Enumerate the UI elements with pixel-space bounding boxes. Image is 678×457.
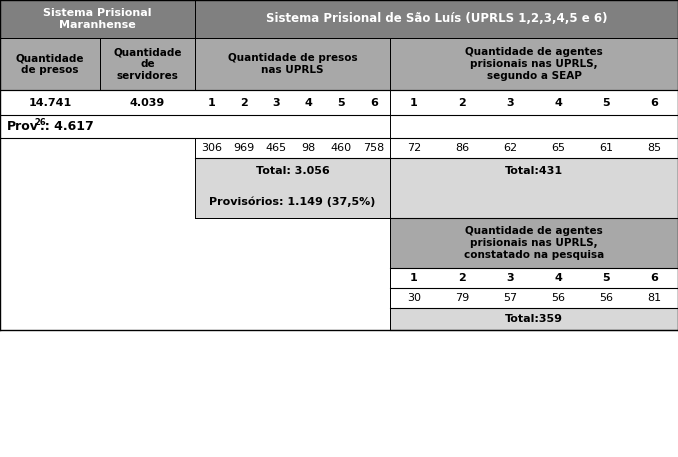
Bar bbox=[195, 38, 390, 90]
Text: Sistema Prisional de São Luís (UPRLS 1,2,3,4,5 e 6): Sistema Prisional de São Luís (UPRLS 1,2… bbox=[266, 12, 607, 26]
Text: 2: 2 bbox=[240, 97, 247, 107]
Text: 3: 3 bbox=[273, 97, 280, 107]
Text: Total:359: Total:359 bbox=[505, 314, 563, 324]
Text: 4: 4 bbox=[305, 97, 313, 107]
Text: 306: 306 bbox=[201, 143, 222, 153]
Text: 1: 1 bbox=[410, 273, 418, 283]
Text: 98: 98 bbox=[302, 143, 316, 153]
Bar bbox=[390, 158, 678, 218]
Bar bbox=[0, 90, 678, 115]
Text: 6: 6 bbox=[650, 97, 658, 107]
Text: 5: 5 bbox=[338, 97, 345, 107]
Text: 1: 1 bbox=[207, 97, 215, 107]
Text: 969: 969 bbox=[233, 143, 254, 153]
Bar bbox=[390, 308, 678, 330]
Text: Quantidade
de
servidores: Quantidade de servidores bbox=[113, 48, 182, 80]
Text: Provisórios: 1.149 (37,5%): Provisórios: 1.149 (37,5%) bbox=[210, 196, 376, 207]
Text: 465: 465 bbox=[266, 143, 287, 153]
Text: 4: 4 bbox=[554, 97, 562, 107]
Bar bbox=[195, 158, 390, 218]
Bar bbox=[0, 38, 100, 90]
Text: 26: 26 bbox=[34, 118, 45, 127]
Text: Quantidade de agentes
prisionais nas UPRLS,
constatado na pesquisa: Quantidade de agentes prisionais nas UPR… bbox=[464, 226, 604, 260]
Text: 3: 3 bbox=[506, 97, 514, 107]
Text: 6: 6 bbox=[370, 97, 378, 107]
Text: 56: 56 bbox=[599, 293, 613, 303]
Text: 79: 79 bbox=[455, 293, 469, 303]
Bar bbox=[195, 138, 678, 158]
Text: 6: 6 bbox=[650, 273, 658, 283]
Text: 5: 5 bbox=[602, 97, 610, 107]
Text: 2: 2 bbox=[458, 97, 466, 107]
Text: 3: 3 bbox=[506, 273, 514, 283]
Text: 5: 5 bbox=[602, 273, 610, 283]
Bar bbox=[390, 218, 678, 268]
Bar bbox=[0, 0, 195, 38]
Text: Total: 3.056: Total: 3.056 bbox=[256, 166, 330, 176]
Text: 14.741: 14.741 bbox=[28, 97, 72, 107]
Text: 2: 2 bbox=[458, 273, 466, 283]
Bar bbox=[390, 38, 678, 90]
Text: Total:431: Total:431 bbox=[505, 166, 563, 176]
Text: 4.039: 4.039 bbox=[130, 97, 165, 107]
Text: 57: 57 bbox=[503, 293, 517, 303]
Bar bbox=[100, 38, 195, 90]
Text: Prov: Prov bbox=[7, 120, 39, 133]
Text: 86: 86 bbox=[455, 143, 469, 153]
Bar bbox=[390, 288, 678, 308]
Text: Quantidade de presos
nas UPRLS: Quantidade de presos nas UPRLS bbox=[228, 53, 357, 75]
Text: 1: 1 bbox=[410, 97, 418, 107]
Text: 4: 4 bbox=[554, 273, 562, 283]
Text: .: 4.617: .: 4.617 bbox=[40, 120, 94, 133]
Text: 61: 61 bbox=[599, 143, 613, 153]
Text: 56: 56 bbox=[551, 293, 565, 303]
Text: 460: 460 bbox=[331, 143, 352, 153]
Text: Quantidade
de presos: Quantidade de presos bbox=[16, 53, 84, 75]
Text: 85: 85 bbox=[647, 143, 661, 153]
Text: 72: 72 bbox=[407, 143, 421, 153]
Bar bbox=[390, 268, 678, 288]
Text: 62: 62 bbox=[503, 143, 517, 153]
Text: 30: 30 bbox=[407, 293, 421, 303]
Bar bbox=[195, 0, 678, 38]
Text: 65: 65 bbox=[551, 143, 565, 153]
Bar bbox=[0, 115, 678, 138]
Text: Quantidade de agentes
prisionais nas UPRLS,
segundo a SEAP: Quantidade de agentes prisionais nas UPR… bbox=[465, 48, 603, 80]
Text: 758: 758 bbox=[363, 143, 384, 153]
Text: Sistema Prisional
Maranhense: Sistema Prisional Maranhense bbox=[43, 8, 152, 30]
Text: 81: 81 bbox=[647, 293, 661, 303]
